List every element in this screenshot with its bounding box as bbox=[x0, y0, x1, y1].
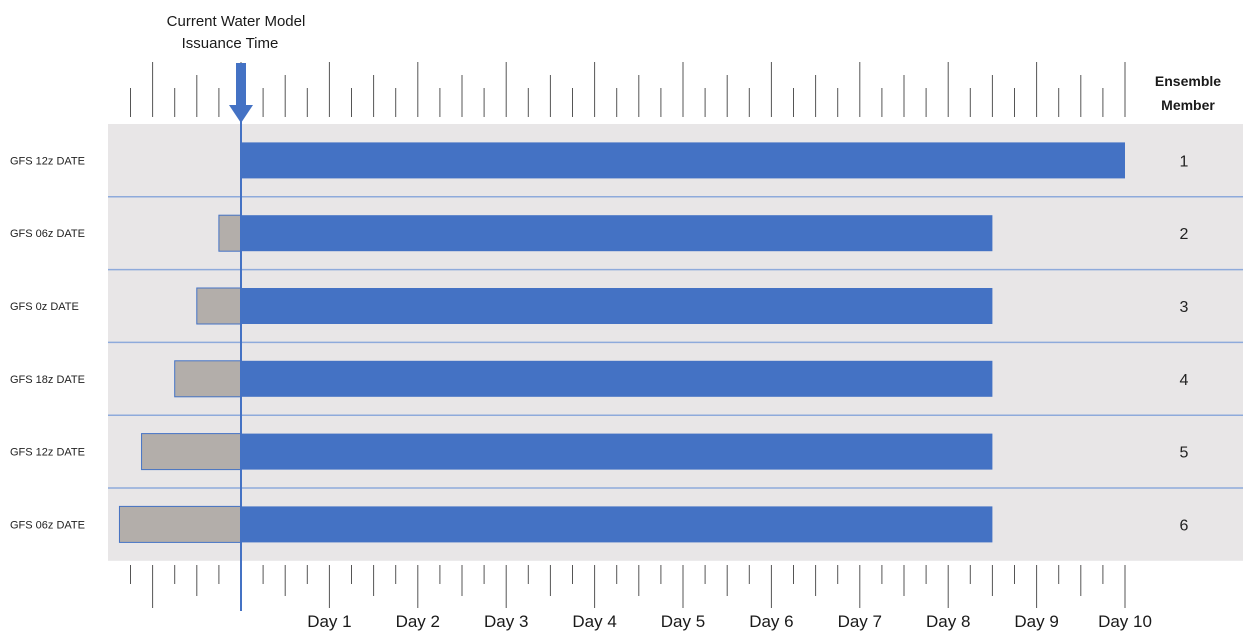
member-number: 1 bbox=[1180, 153, 1189, 170]
forecast-bar bbox=[241, 288, 993, 324]
forecast-bar bbox=[241, 215, 993, 252]
lookback-bar bbox=[196, 287, 242, 325]
ensemble-bars bbox=[118, 142, 1125, 543]
annotation-line-2: Issuance Time bbox=[182, 35, 279, 52]
row-label: GFS 06z DATE bbox=[10, 228, 85, 240]
member-number: 4 bbox=[1180, 372, 1189, 389]
member-number: 2 bbox=[1180, 226, 1189, 243]
lookback-bar bbox=[118, 505, 242, 543]
member-number: 3 bbox=[1180, 299, 1189, 316]
day-label: Day 5 bbox=[661, 612, 705, 631]
row-labels: GFS 12z DATE GFS 06z DATE GFS 0z DATE GFS 1… bbox=[10, 155, 85, 531]
day-label: Day 3 bbox=[484, 612, 528, 631]
row-label: GFS 06z DATE bbox=[10, 519, 85, 531]
bottom-tick-ruler bbox=[130, 565, 1126, 608]
row-label: GFS 12z DATE bbox=[10, 447, 85, 459]
annotation-line-1: Current Water Model bbox=[167, 13, 306, 30]
day-label: Day 2 bbox=[396, 612, 440, 631]
day-label: Day 7 bbox=[838, 612, 882, 631]
issuance-arrow-icon bbox=[229, 63, 253, 123]
forecast-bar bbox=[241, 142, 1125, 179]
forecast-bar bbox=[241, 433, 993, 470]
day-label: Day 9 bbox=[1014, 612, 1058, 631]
row-label: GFS 12z DATE bbox=[10, 155, 85, 167]
row-label: GFS 0z DATE bbox=[10, 301, 79, 313]
day-label: Day 10 bbox=[1098, 612, 1152, 631]
day-label: Day 6 bbox=[749, 612, 793, 631]
column-header-line-1: Ensemble bbox=[1155, 73, 1221, 89]
forecast-bar bbox=[241, 506, 993, 543]
member-numbers: 1 2 3 4 5 6 bbox=[1180, 153, 1189, 534]
row-label: GFS 18z DATE bbox=[10, 374, 85, 386]
lookback-bar bbox=[141, 433, 242, 471]
lookback-bar bbox=[174, 360, 242, 398]
forecast-bar bbox=[241, 360, 993, 397]
lookback-bar bbox=[218, 214, 242, 252]
row-bands bbox=[108, 124, 1243, 561]
member-number: 6 bbox=[1180, 517, 1189, 534]
member-number: 5 bbox=[1180, 445, 1189, 462]
column-header-line-2: Member bbox=[1161, 97, 1215, 113]
day-axis-labels: Day 1 Day 2 Day 3 Day 4 Day 5 Day 6 Day 7 Day 8… bbox=[307, 612, 1152, 631]
day-label: Day 1 bbox=[307, 612, 351, 631]
day-label: Day 8 bbox=[926, 612, 970, 631]
top-tick-ruler bbox=[130, 62, 1126, 117]
day-label: Day 4 bbox=[572, 612, 616, 631]
